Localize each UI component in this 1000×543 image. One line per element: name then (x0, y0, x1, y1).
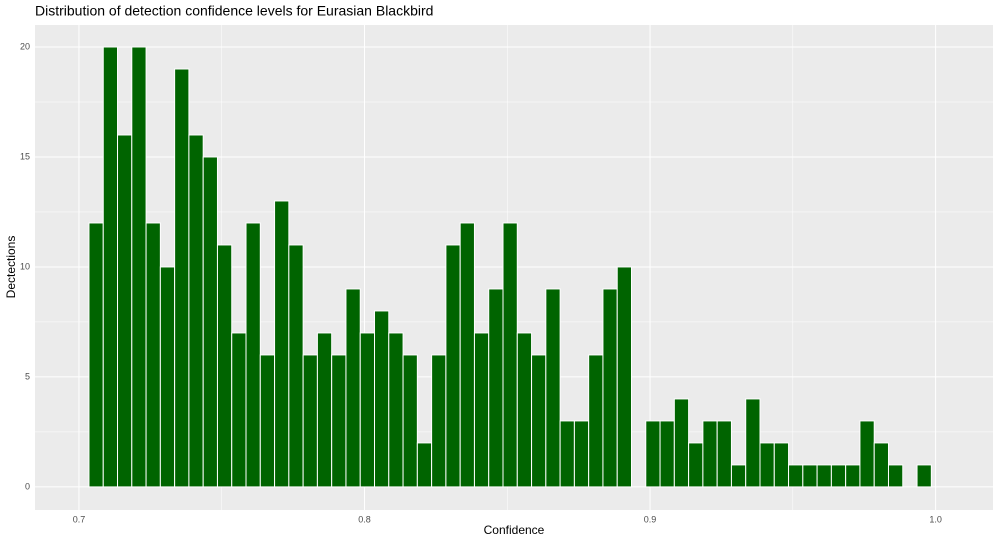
bar (188, 134, 204, 488)
bar (788, 464, 804, 488)
bar (502, 222, 518, 488)
bar (174, 68, 190, 488)
bar (873, 442, 889, 488)
bar (388, 332, 404, 488)
bar (245, 222, 261, 488)
bar (88, 222, 104, 488)
y-tick-label: 0 (25, 481, 30, 491)
bar (816, 464, 832, 488)
bar (602, 288, 618, 488)
bar (488, 288, 504, 488)
bar (859, 420, 875, 488)
bar (745, 398, 761, 488)
bar (716, 420, 732, 488)
bar (302, 354, 318, 488)
bar (802, 464, 818, 488)
y-axis-label: Dectections (4, 236, 18, 299)
bar (830, 464, 847, 488)
bar (459, 222, 475, 488)
bar (345, 288, 361, 488)
bar (431, 354, 447, 488)
y-tick-label: 5 (25, 371, 30, 381)
x-tick-label: 0.7 (73, 514, 86, 524)
y-tick-label: 20 (20, 41, 30, 51)
bar (773, 442, 790, 488)
x-axis-label: Confidence (484, 523, 545, 537)
bar (516, 332, 533, 488)
bar (445, 244, 461, 488)
bar (702, 420, 718, 488)
y-tick-label: 15 (20, 151, 30, 161)
bar (131, 46, 147, 488)
bar (259, 354, 276, 488)
bar (216, 244, 233, 488)
bar (545, 288, 561, 488)
bar (645, 420, 661, 488)
bar (730, 464, 747, 488)
bar (231, 332, 247, 488)
bar (402, 354, 418, 488)
bar (759, 442, 775, 488)
bar (331, 354, 347, 488)
bar (673, 398, 690, 488)
chart-title: Distribution of detection confidence lev… (35, 3, 433, 19)
bar (588, 354, 604, 488)
bar (473, 332, 490, 488)
y-tick-label: 10 (20, 261, 30, 271)
bar (117, 134, 133, 488)
x-tick-label: 0.8 (358, 514, 371, 524)
bar (102, 46, 119, 488)
bar (145, 222, 161, 488)
bar (316, 332, 333, 488)
bar (531, 354, 547, 488)
bar (288, 244, 304, 488)
bar (274, 200, 290, 488)
bar (845, 464, 861, 488)
bar (202, 156, 218, 488)
bar (887, 464, 904, 488)
bar (559, 420, 575, 488)
bar (916, 464, 932, 488)
x-tick-label: 0.9 (644, 514, 657, 524)
x-tick-label: 1.0 (929, 514, 942, 524)
bar (359, 332, 376, 488)
bar (374, 310, 390, 488)
bar (159, 266, 176, 488)
bar (416, 442, 433, 488)
bar (688, 442, 704, 488)
bar (616, 266, 633, 488)
bar (573, 420, 590, 488)
bar (659, 420, 675, 488)
